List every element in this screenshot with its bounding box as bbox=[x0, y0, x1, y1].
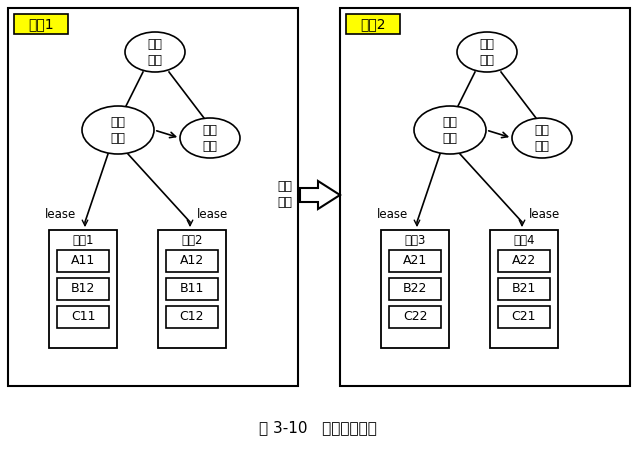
Text: 自动
切换: 自动 切换 bbox=[148, 38, 163, 67]
Text: A11: A11 bbox=[71, 255, 95, 268]
Bar bbox=[498, 278, 550, 300]
Bar bbox=[57, 306, 109, 328]
Text: 节点1: 节点1 bbox=[73, 233, 93, 246]
Ellipse shape bbox=[125, 32, 185, 72]
Text: 图 3-10   集群整体切换: 图 3-10 集群整体切换 bbox=[259, 420, 377, 435]
Ellipse shape bbox=[457, 32, 517, 72]
Text: 机房2: 机房2 bbox=[360, 17, 386, 31]
Bar bbox=[57, 250, 109, 272]
Text: B11: B11 bbox=[180, 283, 204, 295]
Bar bbox=[166, 250, 218, 272]
Bar bbox=[389, 306, 441, 328]
Bar bbox=[166, 278, 218, 300]
Bar bbox=[498, 250, 550, 272]
Text: A21: A21 bbox=[403, 255, 427, 268]
Ellipse shape bbox=[180, 118, 240, 158]
Bar bbox=[381, 230, 449, 348]
Ellipse shape bbox=[82, 106, 154, 154]
Bar bbox=[14, 14, 68, 34]
Text: B12: B12 bbox=[71, 283, 95, 295]
Text: C12: C12 bbox=[180, 310, 204, 323]
Bar bbox=[346, 14, 400, 34]
Text: 备份
节点: 备份 节点 bbox=[534, 124, 550, 153]
Text: 机房1: 机房1 bbox=[28, 17, 54, 31]
Text: B21: B21 bbox=[512, 283, 536, 295]
Text: lease: lease bbox=[377, 207, 408, 221]
Bar bbox=[49, 230, 117, 348]
Text: 数据
同步: 数据 同步 bbox=[277, 180, 292, 209]
Text: 备份
节点: 备份 节点 bbox=[202, 124, 218, 153]
Bar bbox=[340, 8, 630, 386]
Text: 总控
节点: 总控 节点 bbox=[443, 116, 457, 145]
Bar bbox=[57, 278, 109, 300]
Polygon shape bbox=[300, 181, 340, 209]
Bar bbox=[490, 230, 558, 348]
Text: C11: C11 bbox=[71, 310, 95, 323]
Text: A22: A22 bbox=[512, 255, 536, 268]
Ellipse shape bbox=[512, 118, 572, 158]
Text: B22: B22 bbox=[403, 283, 427, 295]
Text: A12: A12 bbox=[180, 255, 204, 268]
Text: 节点4: 节点4 bbox=[513, 233, 535, 246]
Text: 总控
节点: 总控 节点 bbox=[111, 116, 125, 145]
Bar bbox=[8, 8, 298, 386]
Text: 自动
切换: 自动 切换 bbox=[480, 38, 495, 67]
Text: lease: lease bbox=[197, 207, 228, 221]
Text: 节点3: 节点3 bbox=[404, 233, 425, 246]
Text: 节点2: 节点2 bbox=[181, 233, 203, 246]
Text: C21: C21 bbox=[512, 310, 536, 323]
Ellipse shape bbox=[414, 106, 486, 154]
Text: lease: lease bbox=[529, 207, 560, 221]
Bar bbox=[389, 278, 441, 300]
Bar bbox=[389, 250, 441, 272]
Text: lease: lease bbox=[45, 207, 76, 221]
Bar bbox=[498, 306, 550, 328]
Text: C22: C22 bbox=[403, 310, 427, 323]
Bar bbox=[166, 306, 218, 328]
Bar bbox=[158, 230, 226, 348]
